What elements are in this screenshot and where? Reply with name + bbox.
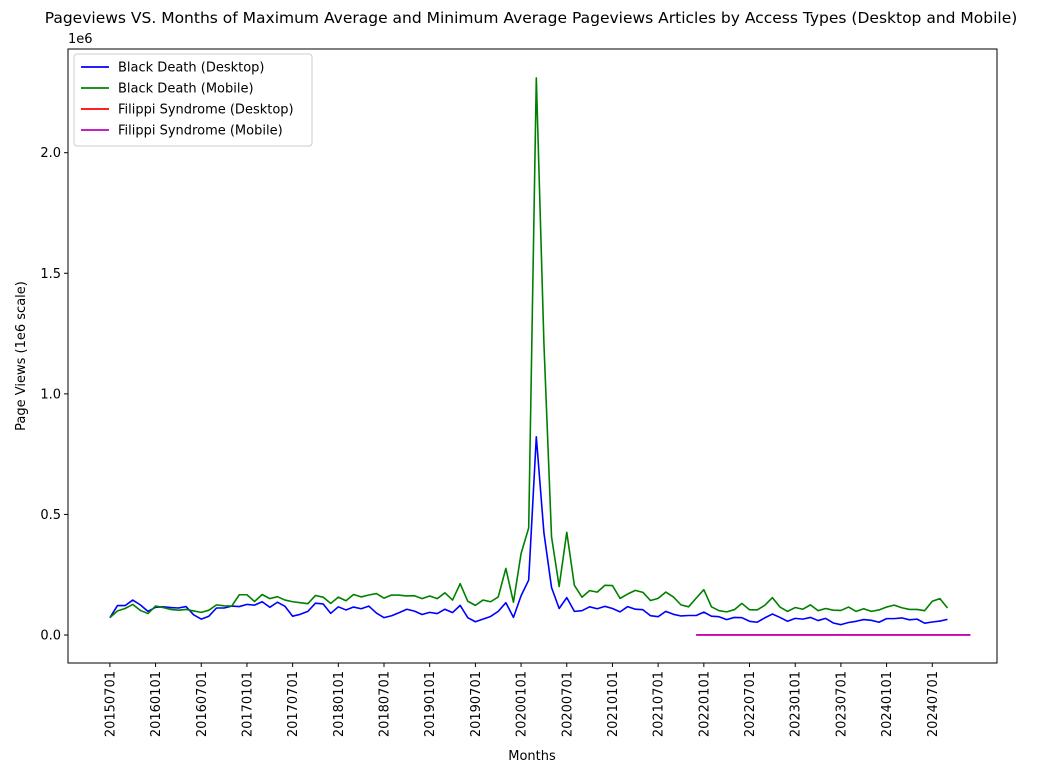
legend: Black Death (Desktop) Black Death (Mobile…: [73, 53, 313, 147]
legend-label: Filippi Syndrome (Desktop): [118, 103, 294, 118]
x-tick-label: 20210701: [652, 671, 667, 737]
series-line-black-death-desktop: [109, 435, 948, 626]
x-tick-label: 20190701: [469, 671, 484, 737]
x-axis-label: Months: [508, 749, 556, 764]
legend-label: Black Death (Mobile): [118, 82, 254, 97]
y-tick-label: 1.5: [40, 267, 61, 282]
x-tick-label: 20180701: [378, 671, 393, 737]
chart-title: Pageviews VS. Months of Maximum Average …: [45, 9, 1018, 27]
x-tick-label: 20230701: [834, 671, 849, 737]
series-lines: [109, 77, 971, 636]
legend-label: Black Death (Desktop): [118, 61, 265, 76]
y-axis-label: Page Views (1e6 scale): [14, 281, 29, 431]
y-offset-label: 1e6: [68, 32, 93, 47]
x-tick-label: 20170701: [286, 671, 301, 737]
x-tick-label: 20210101: [606, 671, 621, 737]
x-tick-label: 20200101: [515, 671, 530, 737]
x-tick-label: 20240101: [880, 671, 895, 737]
y-axis: 0.0 0.5 1.0 1.5 2.0: [40, 146, 68, 644]
x-axis: 20150701 20160101 20160701 20170101 20170701…: [103, 663, 941, 737]
y-tick-label: 0.0: [40, 629, 61, 644]
x-tick-label: 20160701: [195, 671, 210, 737]
x-tick-label: 20160101: [149, 671, 164, 737]
x-tick-label: 20150701: [103, 671, 118, 737]
x-tick-label: 20180101: [332, 671, 347, 737]
legend-label: Filippi Syndrome (Mobile): [118, 124, 283, 139]
x-tick-label: 20240701: [926, 671, 941, 737]
y-tick-label: 2.0: [40, 146, 61, 161]
series-line-black-death-mobile: [109, 77, 949, 619]
x-tick-label: 20220701: [743, 671, 758, 737]
x-tick-label: 20220101: [697, 671, 712, 737]
y-tick-label: 1.0: [40, 387, 61, 402]
x-tick-label: 20200701: [560, 671, 575, 737]
x-tick-label: 20170101: [240, 671, 255, 737]
x-tick-label: 20190101: [423, 671, 438, 737]
legend-box: [73, 53, 313, 147]
x-tick-label: 20230101: [789, 671, 804, 737]
y-tick-label: 0.5: [40, 508, 61, 523]
plot-area: [67, 48, 998, 664]
